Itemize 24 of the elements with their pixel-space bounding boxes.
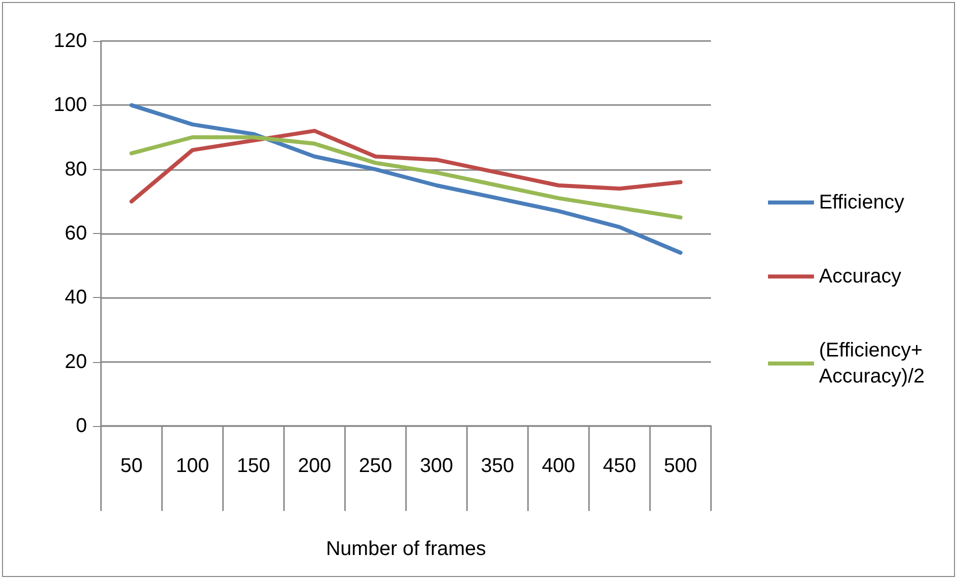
- y-tick-label: 60: [64, 222, 87, 244]
- x-tick-label: 50: [120, 455, 143, 477]
- y-tick-label: 80: [64, 158, 87, 180]
- y-tick-label: 120: [54, 30, 87, 52]
- legend-label: (Efficiency+ Accuracy)/2: [819, 340, 928, 388]
- legend-label: Efficiency: [819, 192, 904, 214]
- x-tick-label: 400: [542, 455, 576, 477]
- legend-label: Accuracy: [819, 266, 902, 288]
- x-tick-label: 150: [236, 455, 270, 477]
- x-tick-label: 350: [480, 455, 514, 477]
- line-series: [130, 128, 682, 204]
- x-tick-label: 300: [420, 455, 454, 477]
- x-tick-label: 250: [358, 455, 392, 477]
- x-tick-label: 100: [176, 455, 210, 477]
- x-tick-label: 450: [602, 455, 636, 477]
- line-series: [130, 103, 682, 255]
- x-tick-label: 500: [664, 455, 698, 477]
- y-tick-label: 100: [54, 94, 87, 116]
- x-axis-title: Number of frames: [326, 538, 486, 560]
- line-series: [130, 135, 682, 220]
- y-tick-label: 40: [64, 286, 87, 309]
- y-tick-label: 0: [76, 415, 87, 437]
- y-tick-label: 20: [64, 350, 87, 373]
- x-tick-label: 200: [298, 455, 332, 477]
